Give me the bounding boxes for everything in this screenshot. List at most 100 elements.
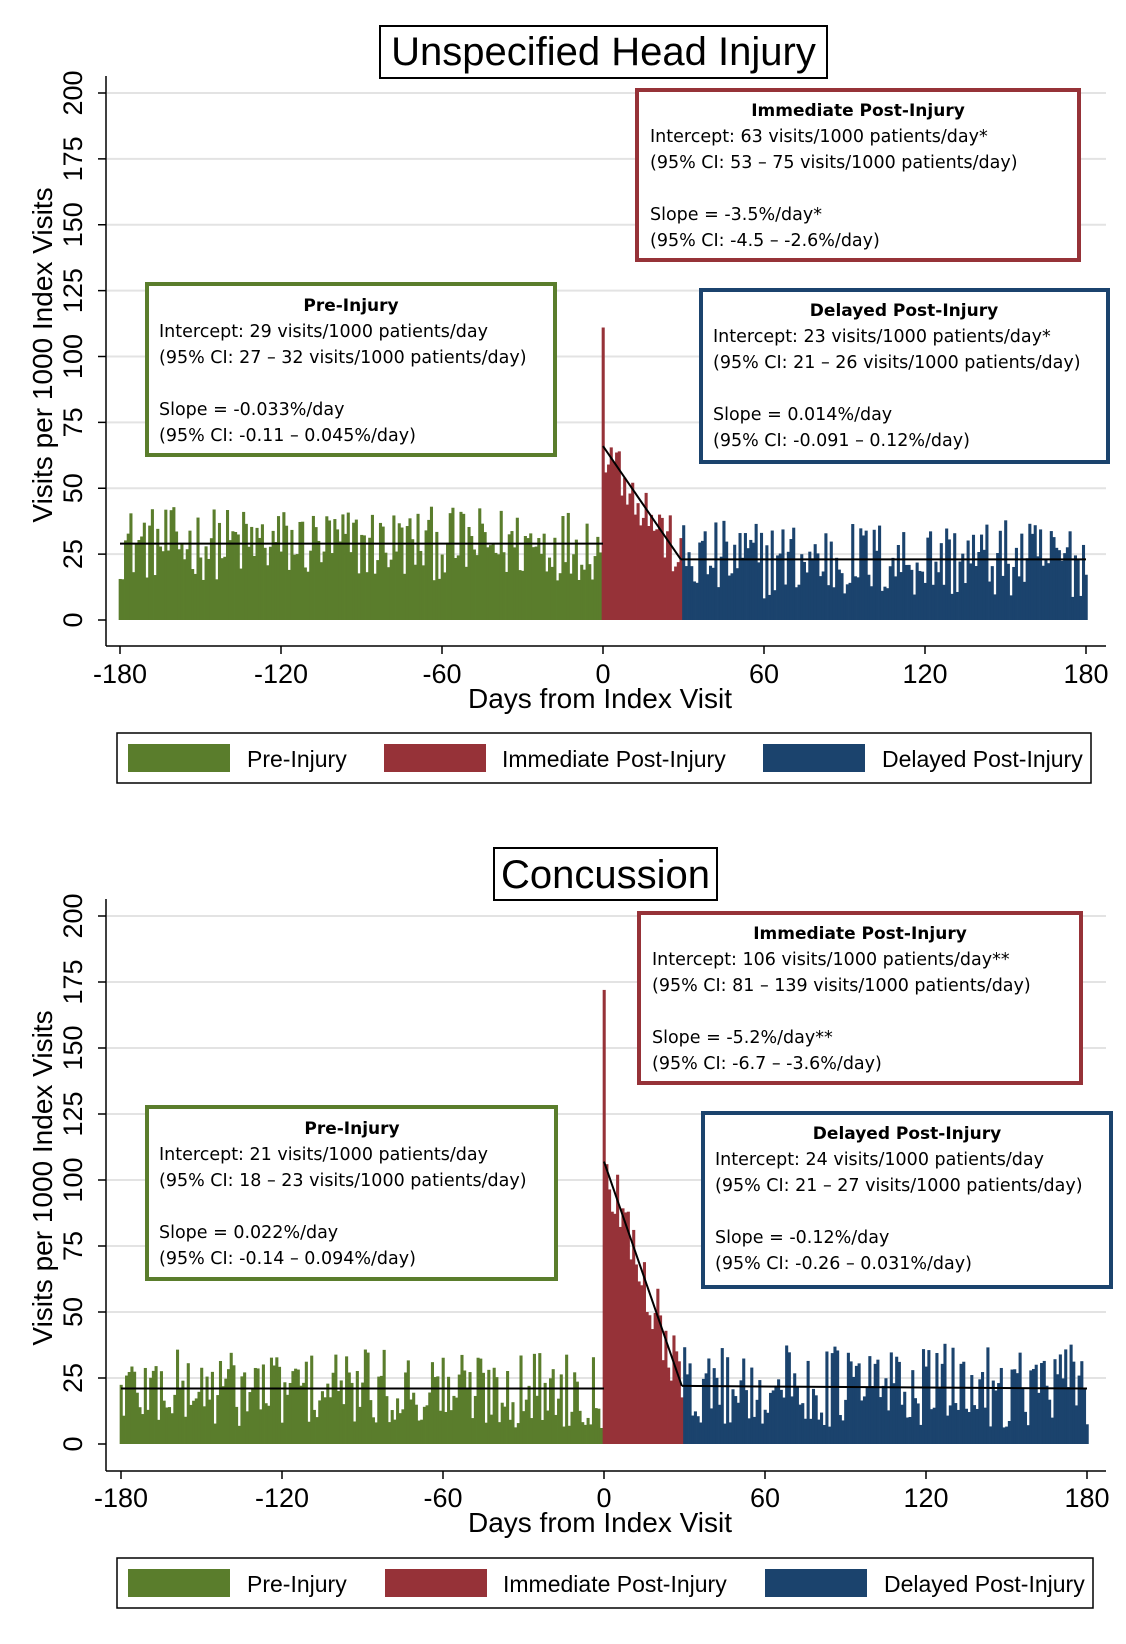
bar-delayed-post-injury — [711, 567, 715, 620]
bar-delayed-post-injury — [896, 544, 900, 620]
bar-delayed-post-injury — [835, 557, 839, 620]
bar-delayed-post-injury — [758, 1380, 762, 1444]
bar-delayed-post-injury — [1074, 1405, 1079, 1444]
bar-delayed-post-injury — [719, 556, 723, 620]
bar-pre-injury — [498, 1422, 502, 1444]
bar-pre-injury — [312, 1409, 316, 1444]
bar-immediate-post-injury — [667, 1367, 671, 1444]
bar-pre-injury — [186, 1363, 190, 1444]
bar-pre-injury — [180, 543, 184, 620]
bar-delayed-post-injury — [884, 1378, 888, 1444]
bar-pre-injury — [295, 554, 299, 620]
bar-delayed-post-injury — [794, 587, 798, 620]
bar-pre-injury — [502, 552, 506, 620]
bar-pre-injury — [393, 1419, 397, 1444]
bar-pre-injury — [167, 1407, 172, 1444]
legend-swatch-pre-injury — [128, 744, 230, 772]
bar-immediate-post-injury — [613, 1213, 617, 1444]
bar-delayed-post-injury — [759, 532, 764, 620]
bar-pre-injury — [145, 577, 149, 620]
bars — [118, 327, 1088, 620]
bar-pre-injury — [553, 537, 557, 620]
bar-pre-injury — [562, 1426, 566, 1444]
bar-pre-injury — [354, 519, 358, 620]
bar-pre-injury — [138, 1407, 142, 1444]
bar-delayed-post-injury — [986, 1347, 990, 1444]
bar-pre-injury — [398, 1413, 402, 1444]
bar-pre-injury — [231, 531, 235, 620]
bar-delayed-post-injury — [714, 522, 718, 620]
y-tick-label: 175 — [58, 136, 88, 181]
bar-pre-injury — [286, 1394, 290, 1444]
bar-delayed-post-injury — [867, 574, 871, 620]
bar-delayed-post-injury — [1085, 1424, 1089, 1444]
bar-delayed-post-injury — [1014, 547, 1018, 620]
bar-pre-injury — [395, 551, 399, 620]
annotation-line: Slope = -0.12%/day — [715, 1228, 889, 1248]
bar-immediate-post-injury — [634, 1264, 638, 1444]
bar-delayed-post-injury — [843, 593, 847, 620]
bar-pre-injury — [129, 513, 133, 620]
bar-pre-injury — [311, 515, 315, 620]
bar-pre-injury — [532, 1353, 536, 1444]
bar-pre-injury — [143, 1367, 147, 1444]
bar-delayed-post-injury — [787, 1352, 791, 1444]
bar-delayed-post-injury — [1055, 547, 1059, 620]
bar-pre-injury — [414, 1404, 418, 1444]
bar-pre-injury — [119, 1384, 123, 1444]
bar-pre-injury — [457, 1374, 461, 1444]
bar-delayed-post-injury — [1004, 520, 1008, 620]
bar-immediate-post-injury — [679, 538, 683, 620]
bar-delayed-post-injury — [1023, 1411, 1028, 1444]
bar-delayed-post-injury — [1044, 559, 1048, 620]
bar-delayed-post-injury — [803, 1418, 807, 1444]
bar-pre-injury — [530, 1418, 534, 1444]
bar-pre-injury — [452, 1395, 456, 1444]
bar-pre-injury — [557, 1398, 561, 1444]
bar-delayed-post-injury — [962, 1361, 966, 1444]
bar-delayed-post-injury — [958, 561, 962, 620]
bar-delayed-post-injury — [806, 1360, 810, 1444]
bar-pre-injury — [339, 1380, 343, 1444]
chart-title: Concussion — [501, 853, 710, 897]
bar-pre-injury — [543, 1382, 547, 1444]
bar-pre-injury — [318, 1400, 322, 1444]
bar-delayed-post-injury — [942, 584, 946, 620]
bar-delayed-post-injury — [902, 532, 906, 620]
bar-pre-injury — [247, 546, 251, 620]
bar-pre-injury — [201, 579, 205, 620]
bar-delayed-post-injury — [690, 566, 694, 620]
bar-pre-injury — [296, 1369, 300, 1444]
bar-pre-injury — [385, 1396, 389, 1444]
bar-delayed-post-injury — [715, 1377, 719, 1444]
bar-immediate-post-injury — [626, 1211, 630, 1444]
bar-pre-injury — [473, 1395, 477, 1444]
annotation-line: Intercept: 24 visits/1000 patients/day — [715, 1150, 1044, 1170]
y-tick-label: 75 — [58, 407, 88, 437]
bar-delayed-post-injury — [693, 1411, 697, 1444]
x-tick-label: -180 — [94, 1483, 148, 1513]
bar-pre-injury — [534, 546, 538, 620]
bar-immediate-post-injury — [647, 525, 651, 620]
y-tick-label: 150 — [58, 1025, 88, 1070]
bar-delayed-post-injury — [846, 1352, 850, 1444]
y-tick-label: 50 — [58, 473, 88, 503]
bar-delayed-post-injury — [1069, 1344, 1073, 1444]
bar-pre-injury — [513, 547, 517, 620]
bar-pre-injury — [422, 1406, 426, 1444]
bar-pre-injury — [209, 538, 213, 620]
bar-delayed-post-injury — [869, 586, 874, 620]
bar-immediate-post-injury — [680, 1397, 684, 1444]
bar-delayed-post-injury — [827, 585, 831, 620]
bar-delayed-post-injury — [956, 1409, 960, 1444]
bar-pre-injury — [333, 519, 337, 620]
bar-delayed-post-injury — [940, 1363, 944, 1444]
bar-pre-injury — [510, 531, 514, 620]
bar-pre-injury — [309, 550, 313, 620]
bars — [119, 989, 1089, 1444]
annotation-line: (95% CI: -6.7 – -3.6%/day) — [652, 1054, 882, 1074]
bar-pre-injury — [256, 1368, 260, 1444]
bar-delayed-post-injury — [706, 574, 710, 620]
bar-delayed-post-injury — [790, 1396, 794, 1444]
